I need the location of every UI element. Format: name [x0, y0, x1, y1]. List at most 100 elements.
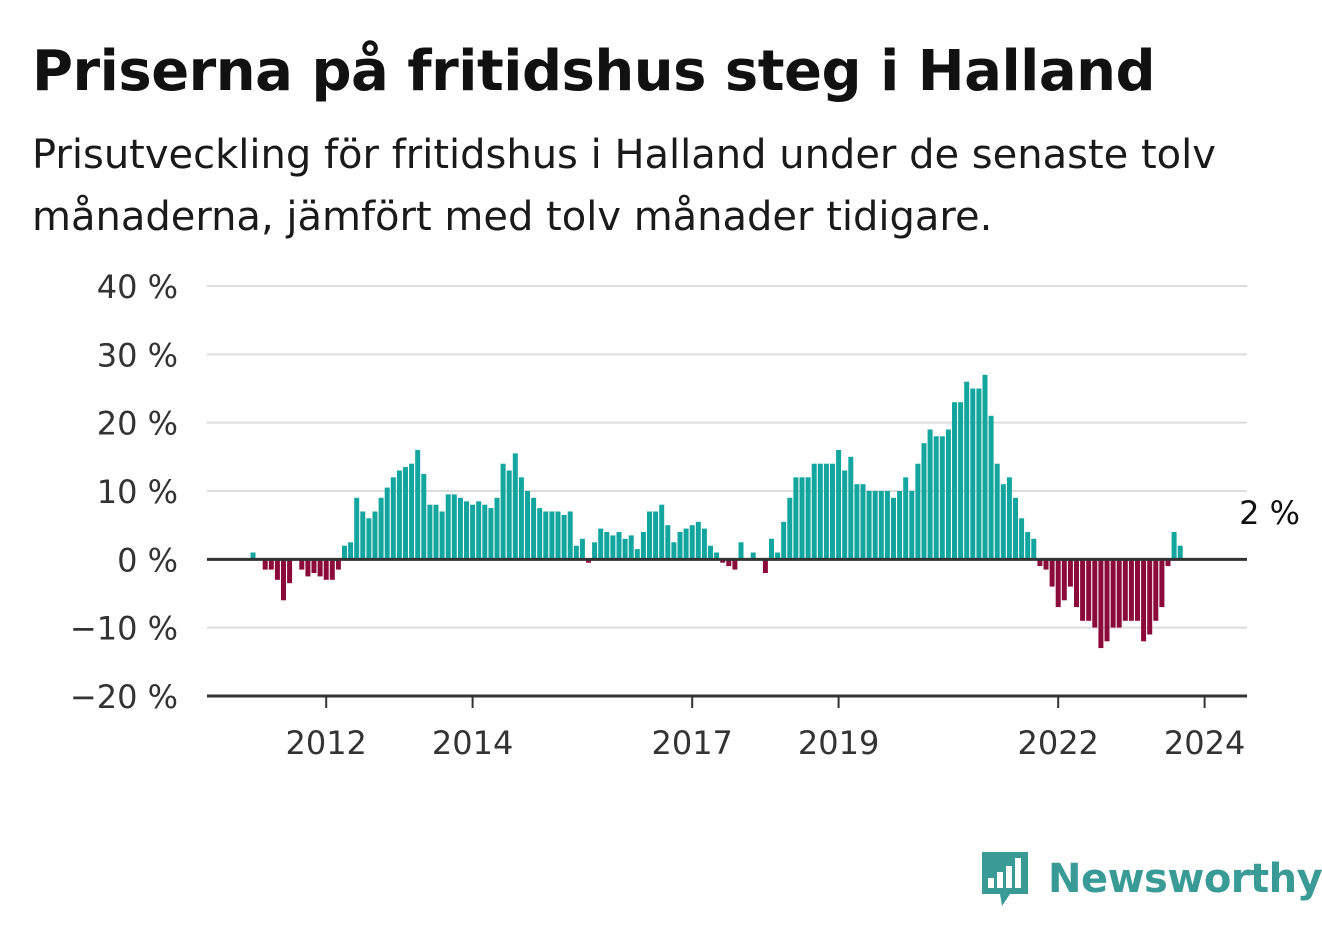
bar: [970, 388, 976, 560]
bar: [335, 559, 341, 570]
bar: [1013, 497, 1018, 560]
bar: [1025, 532, 1031, 560]
bar: [823, 463, 829, 560]
bar-chart: 40 % 30 % 20 % 10 % 0 % −10 % −20 % 2012 2014 201…: [70, 268, 1300, 762]
bar: [1165, 559, 1171, 567]
y-tick-label: 0 %: [117, 541, 178, 579]
bar: [1000, 484, 1006, 560]
bar: [427, 504, 433, 560]
bar: [348, 542, 354, 560]
bar: [317, 559, 323, 577]
x-tick-label: 2014: [432, 724, 513, 762]
bar: [561, 514, 567, 560]
bar: [647, 511, 652, 560]
bar: [695, 521, 701, 560]
bar: [396, 470, 402, 560]
bar: [854, 484, 860, 560]
bar: [640, 532, 646, 560]
brand-logo: Newsworthy: [980, 848, 1322, 910]
y-tick-label: 10 %: [97, 473, 178, 511]
bar: [659, 504, 665, 560]
bar: [329, 559, 335, 580]
bar: [1055, 559, 1061, 608]
bar: [805, 477, 811, 560]
bar: [677, 532, 683, 560]
bar: [994, 463, 1000, 560]
bar: [988, 415, 994, 560]
bar: [1061, 559, 1067, 601]
bar: [964, 381, 970, 560]
bar: [1128, 559, 1134, 621]
bar: [543, 511, 549, 560]
bar: [750, 552, 756, 560]
bar: [769, 538, 774, 560]
bar: [915, 463, 921, 560]
bar: [781, 521, 787, 560]
x-tick-label: 2012: [285, 724, 366, 762]
bar: [403, 467, 408, 560]
bar: [775, 552, 781, 560]
bar: [378, 497, 384, 560]
bar: [457, 497, 463, 560]
bar: [1153, 559, 1159, 621]
bar: [518, 477, 524, 560]
bar: [866, 491, 872, 560]
bar: [610, 535, 616, 560]
bar: [732, 559, 738, 570]
bar: [622, 538, 628, 560]
x-tick-label: 2022: [1017, 724, 1098, 762]
bar: [1074, 559, 1079, 608]
bar: [598, 528, 604, 560]
bar: [451, 494, 457, 560]
bar: [1110, 559, 1116, 628]
chart-subtitle: Prisutveckling för fritidshus i Halland …: [32, 132, 1216, 240]
bar: [579, 538, 585, 560]
bar: [872, 491, 878, 560]
bar: [525, 491, 530, 560]
bar: [268, 559, 274, 570]
bar: [976, 388, 982, 560]
bar: [939, 436, 945, 560]
bar: [1104, 559, 1110, 642]
bar: [793, 477, 799, 560]
bar: [1031, 538, 1037, 560]
bar: [958, 402, 964, 560]
bar: [933, 436, 939, 560]
bar: [433, 504, 439, 560]
bar: [494, 497, 500, 560]
bar: [1086, 559, 1092, 621]
bar: [506, 470, 512, 560]
bar: [311, 559, 317, 573]
bar: [1098, 559, 1104, 649]
bar: [604, 532, 610, 560]
bar: [1122, 559, 1128, 621]
bar: [848, 456, 854, 560]
bar: [884, 491, 890, 560]
bar: [799, 477, 805, 560]
bar: [878, 491, 884, 560]
bar: [488, 508, 494, 560]
bar: [628, 535, 634, 560]
bar: [281, 559, 286, 601]
bar: [1019, 518, 1025, 560]
y-tick-label: −20 %: [70, 678, 178, 716]
bar: [299, 559, 305, 570]
chart-title: Priserna på fritidshus steg i Halland: [32, 39, 1156, 104]
bar: [653, 511, 659, 560]
bar: [683, 528, 689, 560]
bar: [1043, 559, 1049, 570]
bar: [762, 559, 768, 573]
bar: [531, 497, 537, 560]
bar: [897, 491, 903, 560]
bar: [927, 429, 933, 560]
bar: [1147, 559, 1153, 635]
bar: [634, 549, 640, 560]
bar: [817, 463, 823, 560]
bar: [372, 511, 378, 560]
bar: [1116, 559, 1122, 628]
bar: [409, 463, 415, 560]
bar: [903, 477, 909, 560]
bar: [592, 542, 598, 560]
axes: [207, 557, 1247, 708]
bar: [1067, 559, 1073, 587]
